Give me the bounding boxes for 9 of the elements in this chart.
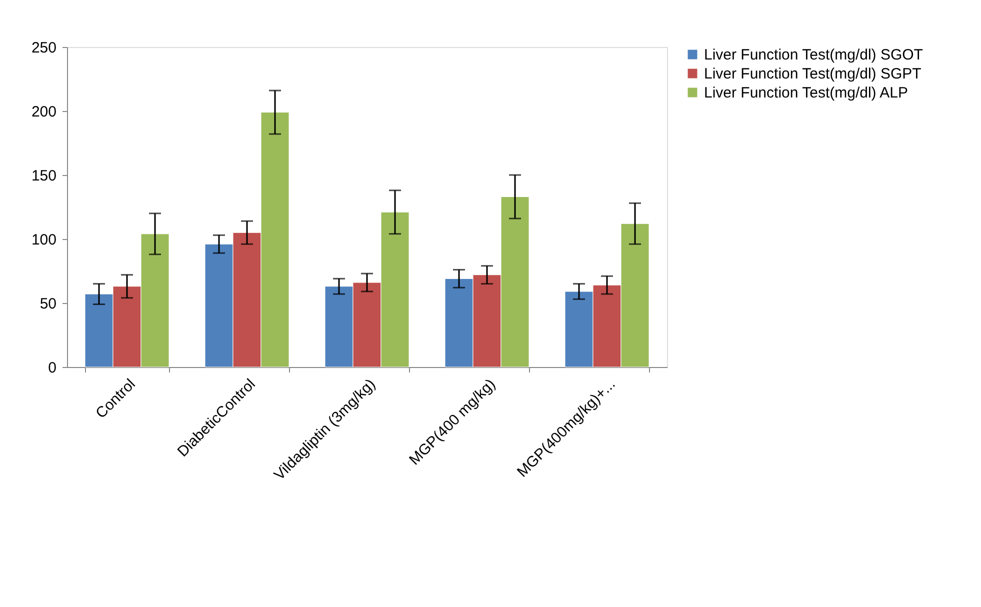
y-tick-label: 100 [31, 232, 56, 248]
legend-label: Liver Function Test(mg/dl) ALP [704, 84, 908, 102]
legend-label: Liver Function Test(mg/dl) SGOT [704, 46, 923, 64]
y-tick-label: 200 [31, 104, 56, 120]
legend-label: Liver Function Test(mg/dl) SGPT [704, 66, 922, 82]
y-tick-label: 250 [31, 40, 56, 56]
y-tick-label: 50 [40, 296, 56, 312]
y-tick-label: 0 [48, 360, 56, 376]
y-tick-label: 150 [31, 168, 56, 184]
